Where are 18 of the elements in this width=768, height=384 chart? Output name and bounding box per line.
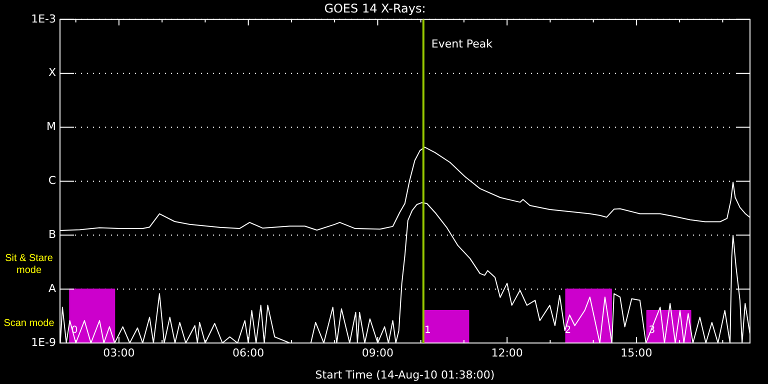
ref-line-label: Event Peak — [431, 37, 494, 50]
text: Sit & Stare mode — [5, 252, 54, 276]
x-tick-label: 15:00 — [620, 346, 652, 360]
x-tick-label: 12:00 — [491, 346, 523, 360]
y-tick-label: C — [48, 174, 56, 188]
y-tick-label: B — [48, 228, 56, 241]
y-tick-label: 1E-3 — [31, 12, 56, 26]
y-tick-label: M — [46, 120, 56, 134]
y-tick-label: X — [48, 66, 56, 80]
text: Scan mode — [4, 318, 55, 329]
y-tick-label: A — [48, 282, 56, 295]
x-tick-label: 09:00 — [362, 346, 394, 360]
x-tick-label: 06:00 — [232, 346, 264, 360]
annotation: 1 — [424, 325, 431, 336]
x-tick-label: 03:00 — [103, 346, 135, 360]
chart-title: GOES 14 X-Rays: — [324, 1, 426, 16]
x-axis-title: Start Time (14-Aug-10 01:38:00) — [315, 368, 495, 382]
y-tick-label: 1E-9 — [31, 336, 56, 349]
